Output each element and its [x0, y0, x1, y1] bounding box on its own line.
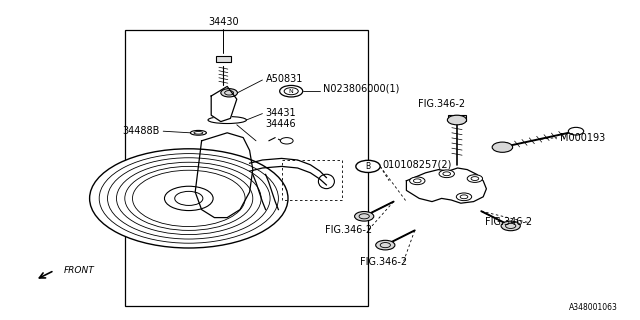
Text: A50831: A50831 — [266, 74, 303, 84]
Circle shape — [471, 177, 479, 180]
Bar — [253, 211, 275, 221]
Circle shape — [443, 172, 451, 176]
Text: FRONT: FRONT — [64, 266, 95, 275]
Bar — [125, 30, 368, 306]
Ellipse shape — [319, 174, 334, 188]
Circle shape — [506, 223, 516, 228]
Circle shape — [280, 138, 293, 144]
Text: FIG.346-2: FIG.346-2 — [360, 257, 408, 268]
Polygon shape — [195, 133, 253, 218]
Ellipse shape — [191, 131, 206, 135]
Circle shape — [355, 212, 374, 221]
Circle shape — [413, 179, 421, 183]
Circle shape — [467, 175, 483, 182]
Text: 34430: 34430 — [208, 17, 239, 28]
Circle shape — [410, 177, 425, 185]
Circle shape — [492, 142, 513, 152]
FancyBboxPatch shape — [216, 56, 231, 62]
Ellipse shape — [194, 132, 203, 134]
Circle shape — [447, 115, 467, 125]
Polygon shape — [406, 168, 486, 203]
FancyBboxPatch shape — [448, 115, 466, 121]
Circle shape — [164, 186, 213, 211]
Circle shape — [501, 221, 520, 231]
Circle shape — [460, 195, 468, 199]
Circle shape — [221, 89, 237, 97]
Circle shape — [439, 170, 454, 178]
Circle shape — [380, 243, 390, 248]
Ellipse shape — [170, 179, 203, 200]
Text: 010108257(2): 010108257(2) — [382, 160, 451, 170]
Text: N023806000(1): N023806000(1) — [323, 83, 399, 93]
Text: FIG.346-2: FIG.346-2 — [485, 217, 532, 228]
Text: N: N — [289, 89, 294, 94]
Text: 34446: 34446 — [266, 119, 296, 129]
Text: FIG.346-2: FIG.346-2 — [325, 225, 372, 236]
Text: 34431: 34431 — [266, 108, 296, 118]
Text: B: B — [365, 162, 371, 171]
Text: 34488B: 34488B — [123, 126, 160, 136]
Circle shape — [456, 193, 472, 201]
Ellipse shape — [155, 196, 188, 217]
Circle shape — [90, 149, 288, 248]
Text: FIG.346-2: FIG.346-2 — [418, 99, 465, 109]
Ellipse shape — [208, 116, 246, 124]
Circle shape — [359, 214, 369, 219]
Circle shape — [568, 127, 584, 135]
Circle shape — [376, 240, 395, 250]
Circle shape — [356, 160, 380, 172]
Text: M000193: M000193 — [560, 132, 605, 143]
Text: A348001063: A348001063 — [569, 303, 618, 312]
Circle shape — [280, 85, 303, 97]
Polygon shape — [211, 86, 237, 122]
Ellipse shape — [186, 195, 219, 217]
